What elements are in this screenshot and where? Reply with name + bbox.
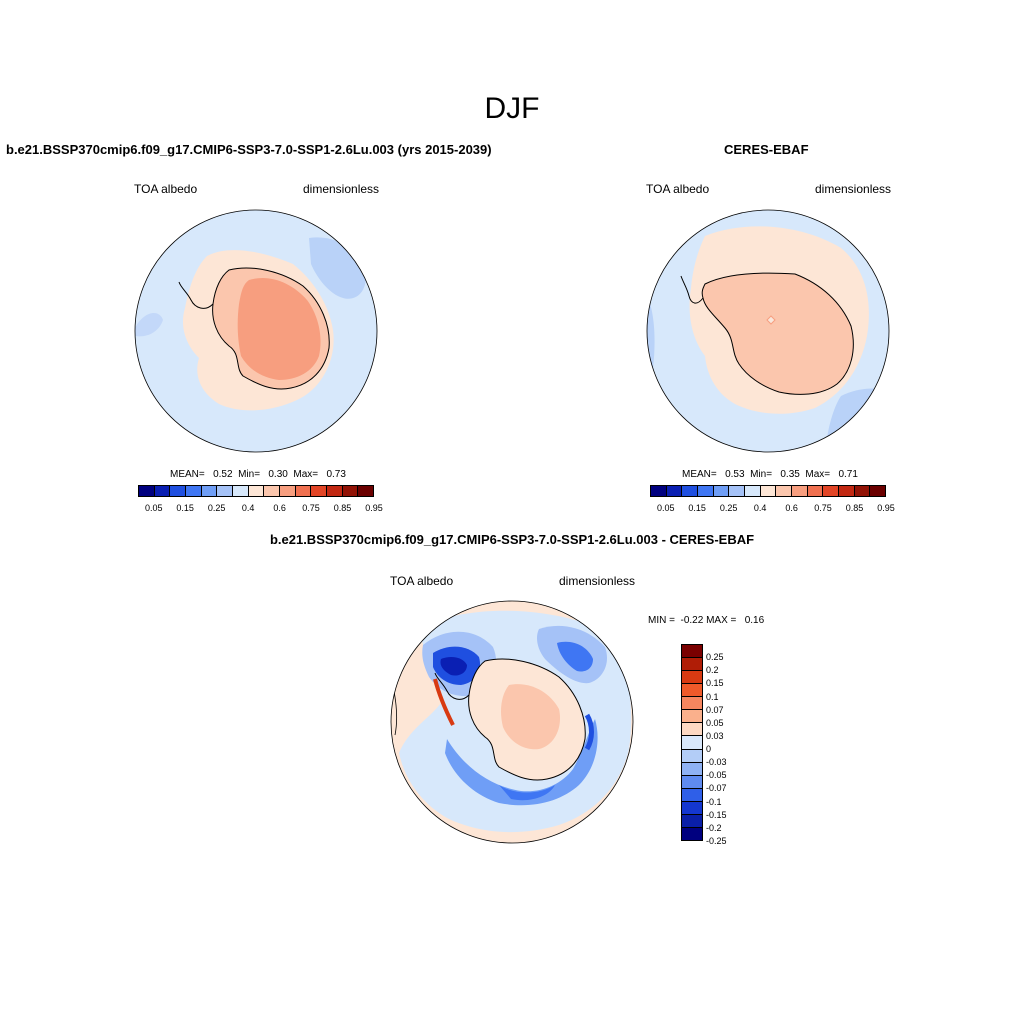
diff-units-label: dimensionless [559,574,636,588]
colorbar-swatch [682,749,702,763]
colorbar-swatch [170,486,187,496]
colorbar-swatch [823,486,840,496]
colorbar-swatch [682,684,702,698]
colorbar-swatch [139,486,155,496]
colorbar-tick-label: 0.4 [241,503,255,513]
colorbar-swatch [682,775,702,789]
colorbar-tick-label: 0.25 [706,652,724,663]
left-colorbar-ticks: 0.05 0.15 0.25 0.4 0.6 0.75 0.85 0.95 [138,503,383,515]
right-stats: MEAN= 0.53 Min= 0.35 Max= 0.71 [682,469,858,480]
right-panel-title: CERES-EBAF [724,142,809,157]
colorbar-swatch [248,486,265,496]
colorbar-swatch [682,658,702,672]
colorbar-swatch [186,486,202,496]
colorbar-swatch [264,486,281,496]
colorbar-tick-label: 0.85 [333,503,352,513]
colorbar-swatch [870,486,886,496]
diff-polar-map [390,600,634,844]
colorbar-swatch [760,486,777,496]
colorbar-swatch [698,486,714,496]
colorbar-tick-label: -0.15 [706,809,727,820]
colorbar-tick-label: 0.05 [656,503,675,513]
colorbar-tick-label: 0.15 [176,503,194,513]
colorbar-swatch [807,486,824,496]
colorbar-tick-label: 0.15 [688,503,706,513]
diff-colorbar-ticks: 0.25 0.2 0.15 0.1 0.07 0.05 0.03 0 -0.03 -0.05 -0.… [706,644,746,846]
colorbar-tick-label: 0.75 [302,503,320,513]
colorbar-tick-label: 0.05 [706,717,724,728]
colorbar-swatch [154,486,171,496]
colorbar-swatch [682,697,702,711]
colorbar-tick-label: -0.03 [706,757,727,768]
colorbar-swatch [280,486,296,496]
colorbar-swatch [682,671,702,685]
colorbar-swatch [839,486,855,496]
right-polar-map [646,209,890,453]
right-variable-label: TOA albedo [646,182,710,196]
right-units-label: dimensionless [815,182,892,196]
colorbar-swatch [201,486,218,496]
colorbar-tick-label: 0.03 [706,730,724,741]
colorbar-tick-label: -0.07 [706,783,727,794]
diff-stats: MIN = -0.22 MAX = 0.16 [648,615,765,626]
colorbar-swatch [217,486,234,496]
colorbar-swatch [327,486,343,496]
colorbar-swatch [713,486,730,496]
left-stats: MEAN= 0.52 Min= 0.30 Max= 0.73 [170,469,346,480]
colorbar-tick-label: 0.25 [719,503,738,513]
colorbar-tick-label: 0.15 [706,678,724,689]
colorbar-swatch [682,762,702,776]
colorbar-tick-label: -0.05 [706,770,727,781]
colorbar-swatch [682,814,702,828]
colorbar-tick-label: 0.07 [706,704,724,715]
colorbar-swatch [233,486,249,496]
diff-panel-title: b.e21.BSSP370cmip6.f09_g17.CMIP6-SSP3-7.… [269,532,755,547]
colorbar-tick-label: -0.25 [706,836,727,846]
colorbar-tick-label: 0.75 [814,503,832,513]
diff-variable-label: TOA albedo [390,574,454,588]
colorbar-swatch [682,827,702,840]
colorbar-tick-label: 0.6 [785,503,798,513]
colorbar-swatch [651,486,667,496]
colorbar-tick-label: 0.95 [877,503,895,513]
colorbar-swatch [745,486,761,496]
right-colorbar-ticks: 0.05 0.15 0.25 0.4 0.6 0.75 0.85 0.95 [650,503,895,515]
colorbar-swatch [358,486,374,496]
colorbar-swatch [682,723,702,737]
colorbar-swatch [682,645,702,659]
colorbar-swatch [682,486,699,496]
colorbar-swatch [295,486,312,496]
colorbar-tick-label: 0.25 [207,503,226,513]
colorbar-tick-label: 0.2 [706,665,719,676]
left-panel-title: b.e21.BSSP370cmip6.f09_g17.CMIP6-SSP3-7.… [6,142,492,157]
colorbar-tick-label: 0.6 [273,503,286,513]
colorbar-swatch [729,486,746,496]
colorbar-swatch [682,788,702,802]
figure-title: DJF [484,92,540,125]
colorbar-swatch [682,801,702,815]
right-colorbar [650,485,886,497]
left-polar-map [134,209,378,453]
colorbar-swatch [342,486,359,496]
diff-colorbar [681,644,703,841]
left-units-label: dimensionless [303,182,380,196]
colorbar-tick-label: 0 [706,744,712,755]
colorbar-tick-label: -0.1 [706,796,722,807]
colorbar-swatch [776,486,793,496]
colorbar-tick-label: -0.2 [706,822,722,833]
colorbar-swatch [854,486,871,496]
colorbar-tick-label: 0.95 [365,503,383,513]
colorbar-swatch [792,486,808,496]
left-colorbar [138,485,374,497]
colorbar-swatch [666,486,683,496]
colorbar-swatch [311,486,328,496]
colorbar-swatch [682,710,702,724]
colorbar-tick-label: 0.4 [753,503,767,513]
left-variable-label: TOA albedo [134,182,198,196]
colorbar-swatch [682,736,702,750]
colorbar-tick-label: 0.05 [144,503,163,513]
colorbar-tick-label: 0.1 [706,691,719,702]
colorbar-tick-label: 0.85 [845,503,864,513]
